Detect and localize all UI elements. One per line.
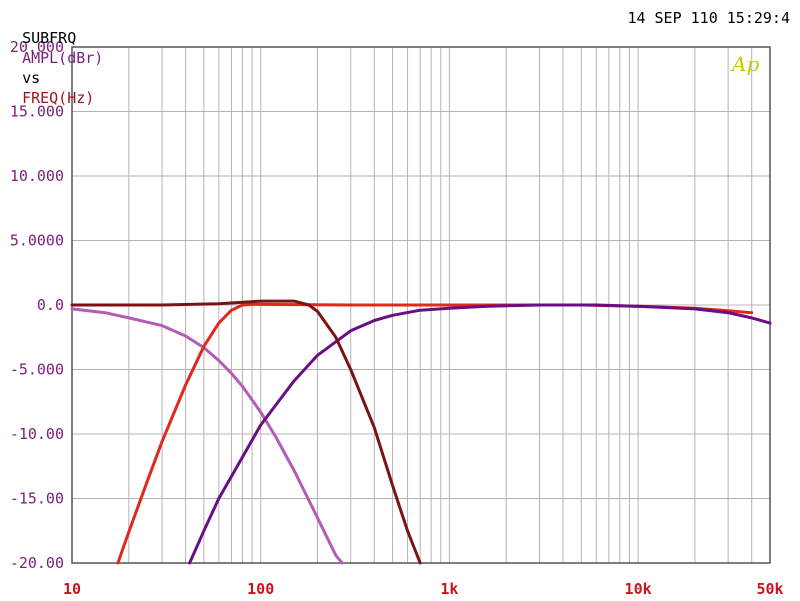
y-tick-label: 10.000 [10, 167, 64, 185]
series-line-4 [70, 299, 422, 565]
x-tick-label: 100 [247, 580, 274, 598]
x-tick-label: 1k [440, 580, 458, 598]
vs-label: vs [22, 69, 41, 87]
y-tick-label: 0.0 [37, 296, 64, 314]
y-tick-labels: 20.000 15.000 10.000 5.0000 0.0 -5.000 -10.00 -… [10, 38, 64, 572]
x-tick-labels: 10 100 1k 10k 50k [63, 580, 784, 598]
series-line-3 [188, 303, 772, 565]
y-axis-label: AMPL(dBr) [22, 49, 104, 67]
y-tick-label: 15.000 [10, 103, 64, 121]
y-tick-label: 5.0000 [10, 232, 64, 250]
y-tick-label: -20.00 [10, 554, 64, 572]
x-tick-label: 10k [625, 580, 652, 598]
y-tick-label: -15.00 [10, 490, 64, 508]
timestamp: 14 SEP 110 15:29:4 [627, 9, 790, 27]
x-tick-label: 50k [756, 580, 783, 598]
y-tick-label: 20.000 [10, 38, 64, 56]
y-tick-label: -5.000 [10, 361, 64, 379]
y-tick-label: -10.00 [10, 425, 64, 443]
x-tick-label: 10 [63, 580, 81, 598]
ap-logo: Ap [732, 52, 760, 76]
x-axis-label: FREQ(Hz) [22, 89, 95, 107]
series-line-1 [70, 307, 344, 565]
chart-title-prefix: SUBFRQ [22, 29, 77, 47]
series-layer [70, 299, 772, 565]
chart-header: SUBFRQ AMPL(dBr) vs FREQ(Hz) [4, 8, 103, 108]
